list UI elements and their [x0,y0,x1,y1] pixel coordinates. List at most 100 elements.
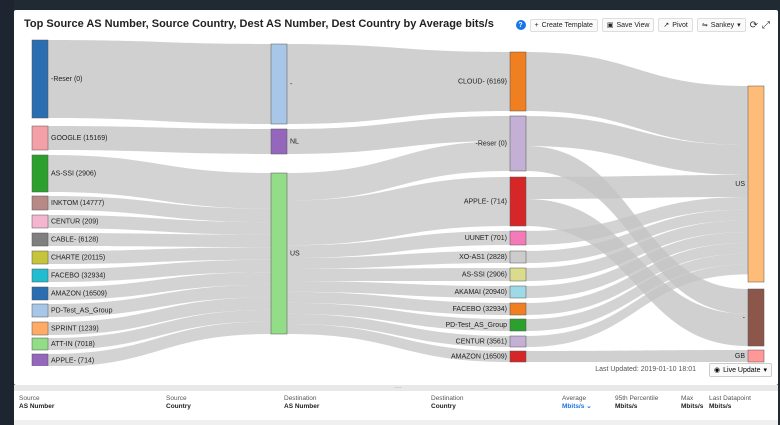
link-apple-to-us[interactable] [526,175,748,199]
node-label: CHARTE (20115) [51,254,105,261]
node-dest-as[interactable] [509,318,527,332]
node-source-as[interactable] [31,286,49,301]
node-source-as[interactable] [31,195,49,211]
node-dest-as[interactable] [509,302,527,316]
sankey-label: Sankey [710,21,735,29]
refresh-icon[interactable]: ⟳ [749,19,758,31]
link-col3-to-us[interactable] [526,197,748,245]
node-source-country[interactable] [270,43,288,125]
table-header-cell[interactable]: Average Mbits/s ⌄ [562,395,592,411]
node-label: NL [290,138,299,145]
table-header-cell[interactable]: Max Mbits/s [681,395,703,411]
table-header-cell[interactable]: Source AS Number [19,395,54,411]
table-header-cell[interactable]: Destination AS Number [284,395,319,411]
node-dest-as[interactable] [509,267,527,282]
node-source-as[interactable] [31,337,49,351]
expand-icon[interactable]: ⤢ [762,19,770,31]
link-reser-to-dash4[interactable] [526,146,748,314]
node-dest-as[interactable] [509,51,527,112]
node-dest-as[interactable] [509,230,527,246]
link-us-to-col3[interactable] [287,313,510,347]
link-col1-to-us[interactable] [48,196,271,223]
link-cloud-to-us[interactable] [526,52,748,145]
link-dash-to-cloud[interactable] [287,44,510,124]
node-dest-as[interactable] [509,250,527,264]
header-bottom: Mbits/s [681,403,704,410]
results-table: Source AS Number Source Country Destination A… [14,391,778,425]
header-bottom: AS Number [284,403,320,410]
node-source-as[interactable] [31,353,49,366]
panel-resize-divider[interactable]: .... [14,383,778,391]
table-header-cell[interactable]: Destination Country [431,395,464,411]
link-reser-to-dash[interactable] [48,40,271,124]
create-template-button[interactable]: + Create Template [529,18,598,32]
node-source-as[interactable] [31,125,49,151]
live-update-label: Live Update [723,366,761,374]
link-col3-to-us[interactable] [526,232,748,298]
sankey-select[interactable]: ⇋ Sankey ▾ [696,18,746,32]
node-source-as[interactable] [31,268,49,283]
link-nl-to-reser[interactable] [287,116,510,154]
link-col1-to-us[interactable] [48,309,271,350]
node-dest-country[interactable] [747,349,765,363]
link-us-to-col3[interactable] [287,268,510,281]
link-col1-to-us[interactable] [48,247,271,264]
link-us-to-col3[interactable] [287,280,510,298]
live-update-button[interactable]: ◉ Live Update ▾ [709,363,772,377]
node-source-as[interactable] [31,214,49,229]
link-col3-to-us[interactable] [526,220,748,281]
link-col3-to-us[interactable] [526,264,748,348]
node-label: FACEBO (32934) [453,306,507,313]
link-col1-to-us[interactable] [48,155,271,209]
link-google-to-nl[interactable] [48,126,271,154]
node-dest-as[interactable] [509,335,527,348]
table-header-cell[interactable]: Last Datapoint Mbits/s [709,395,751,411]
link-us-to-col3[interactable] [287,141,510,201]
node-dest-country[interactable] [747,288,765,347]
link-us-to-col3[interactable] [287,177,510,246]
node-label: AMAZON (16509) [51,290,107,297]
node-source-as[interactable] [31,321,49,336]
link-amazon-to-gb[interactable] [526,350,748,362]
node-source-as[interactable] [31,303,49,318]
sankey-icon: ⇋ [701,22,708,29]
node-source-as[interactable] [31,39,49,119]
link-col1-to-us[interactable] [48,272,271,300]
node-source-as[interactable] [31,232,49,247]
link-col1-to-us[interactable] [48,321,271,366]
link-col3-to-us[interactable] [526,209,748,263]
link-col1-to-us[interactable] [48,215,271,235]
node-label: PD-Test_AS_Group [51,307,113,314]
link-us-to-col3[interactable] [287,251,510,270]
drag-handle-icon[interactable]: .... [394,383,402,390]
node-source-country[interactable] [270,128,288,155]
link-col1-to-us[interactable] [48,284,271,317]
table-header-cell[interactable]: 95th Percentile Mbits/s [615,395,658,411]
node-dest-as[interactable] [509,285,527,299]
link-col3-to-us[interactable] [526,253,748,331]
node-dest-as[interactable] [509,176,527,227]
save-view-button[interactable]: ▣ Save View [601,18,655,32]
link-col1-to-us[interactable] [48,259,271,282]
node-label: AKAMAI (20940) [454,289,507,296]
chevron-down-icon: ▾ [737,22,741,29]
link-reser-to-us[interactable] [526,116,748,175]
link-col3-to-us[interactable] [526,242,748,315]
node-label: ATT-IN (7018) [51,341,95,348]
node-source-as[interactable] [31,154,49,193]
node-dest-as[interactable] [509,115,527,172]
table-row[interactable] [14,420,778,425]
table-header-cell[interactable]: Source Country [166,395,191,411]
node-dest-as[interactable] [509,350,527,363]
link-us-to-col3[interactable] [287,323,510,362]
link-col1-to-us[interactable] [48,233,271,248]
help-icon[interactable]: ? [515,20,526,30]
node-source-country[interactable] [270,172,288,335]
link-us-to-col3[interactable] [287,231,510,259]
link-us-to-col3[interactable] [287,291,510,315]
link-col1-to-us[interactable] [48,297,271,335]
pivot-button[interactable]: ↗ Pivot [658,18,693,32]
link-us-to-col3[interactable] [287,302,510,331]
node-dest-country[interactable] [747,85,765,283]
node-source-as[interactable] [31,250,49,265]
